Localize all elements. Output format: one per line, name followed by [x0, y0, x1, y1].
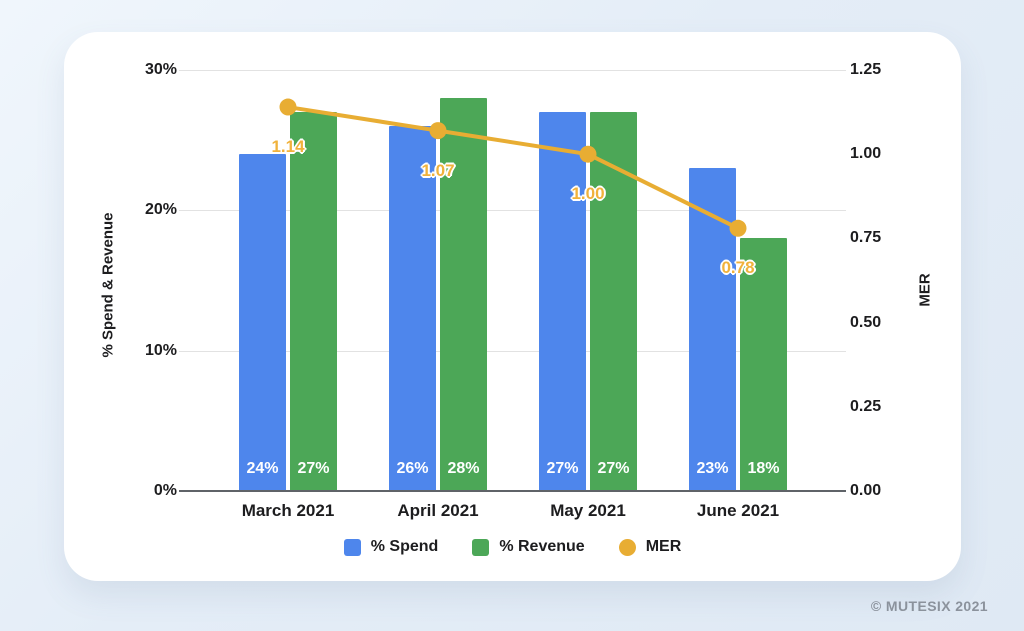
- mer-line: [287, 105, 739, 231]
- gridline: [179, 210, 846, 212]
- bar-value-label: 27%: [597, 460, 630, 477]
- legend-label: % Spend: [370, 538, 439, 555]
- mer-point: [579, 145, 597, 163]
- right-axis-tick: 0.50: [850, 313, 882, 331]
- right-axis-tick: 0.75: [850, 229, 882, 247]
- legend-item-mer: MER: [618, 538, 682, 556]
- bar-value-label: 18%: [747, 460, 780, 477]
- bar-value-label: 27%: [546, 460, 579, 477]
- bar-spend-may-2021: 27%: [539, 112, 586, 491]
- right-axis-title: MER: [916, 273, 934, 307]
- x-axis-label: June 2021: [696, 501, 780, 520]
- right-axis-tick: 0.00: [850, 482, 882, 499]
- chart-card: % Spend & Revenue MER 30% 20% 10% 0% 1.25 1.…: [64, 32, 961, 581]
- x-axis-label: April 2021: [397, 501, 479, 520]
- bar-revenue-april-2021: 28%: [440, 98, 487, 491]
- x-axis-label: May 2021: [550, 501, 626, 520]
- right-axis-tick: 1.00: [850, 145, 882, 163]
- bar-revenue-june-2021: 18%: [740, 238, 787, 491]
- right-axis-tick: 0.25: [850, 397, 882, 415]
- left-axis-tick: 30%: [144, 61, 177, 78]
- bar-value-label: 24%: [246, 460, 279, 477]
- gridline: [179, 350, 846, 352]
- plot-area: 24% 27% 26% 28% 27% 27% 23% 18% 1.14 1.07 1.00 0.7…: [179, 70, 846, 492]
- legend-swatch-circle: [618, 538, 636, 556]
- x-axis-label: March 2021: [241, 501, 335, 520]
- mer-point: [729, 219, 747, 237]
- legend-item-revenue: % Revenue: [472, 538, 585, 556]
- bar-value-label: 28%: [447, 460, 480, 477]
- mer-line-layer: [279, 98, 747, 237]
- mer-value-label: 1.07: [421, 160, 455, 180]
- bar-spend-march-2021: 24%: [239, 154, 286, 491]
- mer-point: [429, 122, 447, 140]
- left-axis-tick: 20%: [144, 201, 177, 219]
- bar-value-label: 26%: [396, 460, 429, 477]
- x-axis-baseline: [179, 490, 846, 492]
- legend: % Spend % Revenue MER: [185, 538, 840, 556]
- bar-value-label: 23%: [696, 460, 729, 477]
- legend-label: % Revenue: [499, 538, 585, 555]
- bar-revenue-march-2021: 27%: [290, 112, 337, 491]
- legend-item-spend: % Spend: [343, 538, 439, 556]
- bar-spend-april-2021: 26%: [389, 126, 436, 491]
- mer-value-label: 1.14: [271, 137, 305, 157]
- left-axis-tick: 10%: [144, 341, 177, 359]
- copyright-text: © MUTESIX 2021: [870, 598, 988, 614]
- mer-point: [279, 98, 297, 116]
- mer-value-label: 0.78: [721, 258, 755, 278]
- legend-swatch-square: [472, 538, 490, 556]
- left-axis-title: % Spend & Revenue: [99, 212, 117, 358]
- bar-value-label: 27%: [297, 460, 330, 477]
- legend-label: MER: [645, 538, 682, 555]
- mer-value-label: 1.00: [571, 184, 605, 204]
- left-axis-tick: 0%: [153, 482, 177, 499]
- legend-swatch-square: [343, 538, 361, 556]
- right-axis-tick: 1.25: [850, 61, 882, 78]
- gridline: [179, 70, 846, 71]
